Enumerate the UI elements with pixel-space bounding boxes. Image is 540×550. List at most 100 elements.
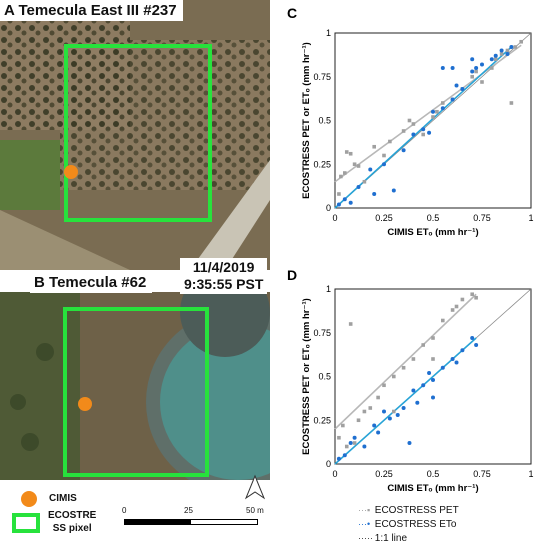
- x-tick-label: 0.75: [473, 469, 491, 479]
- eto-data-point: [440, 365, 445, 370]
- pet-data-point: [454, 304, 459, 309]
- eto-data-point: [440, 106, 445, 111]
- pet-data-point: [421, 343, 425, 347]
- pet-data-point: [339, 174, 343, 179]
- eto-data-point: [411, 388, 416, 393]
- eto-data-point: [401, 406, 406, 410]
- chart-legend-line-marker: ·····: [358, 533, 373, 543]
- eto-data-point: [421, 383, 426, 388]
- eto-data-point: [454, 83, 459, 88]
- pet-data-point: [431, 357, 435, 361]
- pet-data-point: [411, 357, 416, 361]
- pet-fit-line: [334, 44, 522, 183]
- chart-legend-pet-marker: ···▪: [358, 505, 371, 515]
- pet-data-point: [470, 74, 474, 79]
- eto-data-point: [474, 343, 479, 347]
- y-tick-label: 0.75: [313, 328, 331, 338]
- eto-data-point: [407, 441, 412, 445]
- y-tick-label: 0.25: [313, 159, 331, 169]
- eto-data-point: [372, 423, 377, 428]
- panel-b-letter: B: [34, 274, 45, 291]
- eto-data-point: [342, 197, 347, 202]
- north-arrow-icon: [244, 474, 266, 500]
- eto-fit-line: [334, 337, 477, 465]
- pet-data-point: [519, 39, 523, 44]
- chart-legend: ···▪ ECOSTRESS PET ···• ECOSTRESS ETo ··…: [358, 503, 459, 545]
- chart-frame: [334, 288, 532, 465]
- eto-data-point: [454, 360, 459, 365]
- eto-data-point: [372, 192, 377, 196]
- pet-data-point: [392, 409, 396, 414]
- eto-data-point: [460, 87, 465, 91]
- y-tick-label: 0.5: [318, 116, 331, 126]
- x-tick-label: 0.25: [375, 469, 393, 479]
- pet-data-point: [450, 308, 455, 312]
- eto-data-point: [427, 371, 432, 375]
- pet-data-point: [372, 144, 376, 149]
- pet-data-point: [435, 109, 439, 114]
- pet-data-point: [392, 374, 396, 379]
- chart-frame: [334, 32, 532, 209]
- chart-legend-pet-label: ECOSTRESS PET: [374, 505, 459, 516]
- pet-data-point: [431, 115, 435, 119]
- eto-data-point: [509, 45, 514, 49]
- y-tick-label: 1: [326, 28, 331, 38]
- pet-data-point: [441, 318, 445, 323]
- x-tick-label: 0.5: [427, 469, 440, 479]
- pet-fit-line: [334, 293, 477, 430]
- pet-data-point: [513, 45, 518, 49]
- pet-data-point: [368, 406, 373, 410]
- x-axis-label: CIMIS ETₒ (mm hr⁻¹): [387, 227, 478, 238]
- pet-data-point: [460, 297, 465, 302]
- pet-data-point: [480, 80, 484, 84]
- chart-panel-letter: C: [287, 5, 297, 21]
- pet-data-point: [470, 292, 474, 297]
- pet-data-point: [362, 409, 367, 414]
- eto-data-point: [474, 66, 479, 70]
- pet-data-point: [411, 122, 416, 126]
- ecostress-pixel-box-b: [63, 307, 209, 477]
- legend-ecostress-label: ECOSTRE SS pixel: [48, 509, 96, 535]
- scale-tick-25: 25: [184, 506, 193, 515]
- x-axis-label: CIMIS ETₒ (mm hr⁻¹): [387, 483, 478, 494]
- eto-data-point: [470, 69, 475, 74]
- eto-data-point: [352, 435, 357, 440]
- pet-data-point: [441, 101, 445, 105]
- pet-data-point: [337, 435, 341, 440]
- legend-cimis-swatch: [21, 491, 37, 507]
- eto-data-point: [450, 97, 455, 102]
- eto-data-point: [505, 52, 510, 56]
- eto-data-point: [348, 200, 353, 205]
- eto-data-point: [401, 148, 406, 153]
- eto-data-point: [440, 66, 445, 70]
- eto-data-point: [431, 378, 435, 382]
- pet-data-point: [337, 192, 341, 196]
- pet-data-point: [343, 171, 347, 175]
- eto-data-point: [356, 185, 361, 189]
- eto-data-point: [411, 132, 416, 137]
- x-tick-label: 0: [332, 213, 337, 223]
- y-tick-label: 1: [326, 284, 331, 294]
- eto-data-point: [395, 413, 400, 417]
- pet-data-point: [388, 139, 392, 144]
- chart-d: D 0 0.25 0.5 0.75 1 0 0.25 0.5 0.75 1 CIMIS ETₒ (mm…: [287, 267, 534, 494]
- pet-data-point: [344, 150, 349, 154]
- eto-data-point: [489, 57, 494, 62]
- chart-legend-line-label: 1:1 line: [374, 533, 408, 544]
- legend-ecostress-line1: ECOSTRE: [48, 510, 97, 521]
- eto-data-point: [382, 162, 386, 167]
- y-axis-label: ECOSTRESS PET or ETₒ (mm hr⁻¹): [301, 42, 312, 199]
- timestamp-date: 11/4/2019: [192, 259, 255, 275]
- pet-data-point: [431, 336, 435, 340]
- pet-data-point: [474, 295, 478, 300]
- eto-data-point: [450, 66, 455, 70]
- eto-data-point: [427, 130, 432, 135]
- pet-data-point: [348, 151, 353, 156]
- pet-data-point: [362, 179, 367, 184]
- panel-a-label: A Temecula East III #237: [0, 0, 183, 21]
- x-tick-label: 1: [528, 213, 533, 223]
- eto-data-point: [493, 53, 498, 58]
- eto-data-point: [368, 167, 373, 172]
- y-tick-label: 0.75: [313, 72, 331, 82]
- pet-data-point: [356, 164, 361, 168]
